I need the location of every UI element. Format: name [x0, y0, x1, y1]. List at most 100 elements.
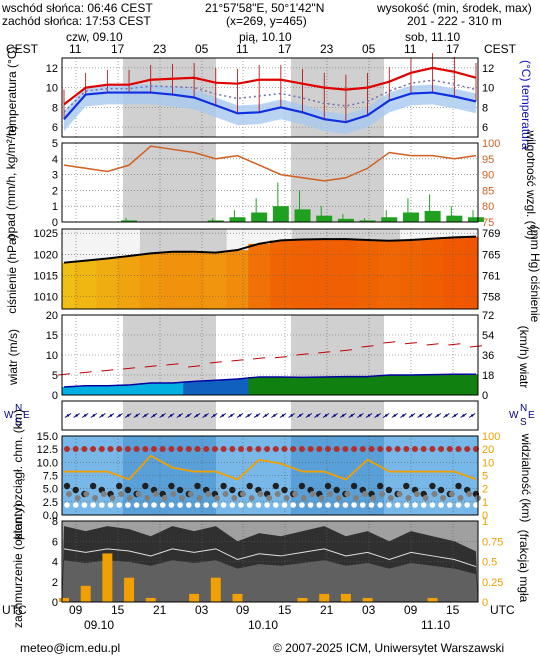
tz-right-top: CEST: [484, 42, 517, 56]
cloud-base-dot: [438, 502, 444, 508]
top-hour-label: 11: [236, 42, 249, 56]
wind-gust-mark: [361, 345, 374, 348]
wind-direction-dot: [299, 414, 302, 417]
top-hour-label: 23: [320, 42, 334, 56]
cloud-top-dot: [325, 446, 331, 452]
pressure-sky: [291, 229, 314, 240]
wind-direction-dot: [152, 414, 156, 417]
cloud-layer-dot: [100, 491, 107, 497]
cloud-base-dot: [447, 502, 453, 508]
cloud-layer-dot: [240, 491, 246, 497]
wind-direction-dot: [135, 414, 138, 417]
clouds-tick-left: 5.0: [43, 484, 58, 496]
wind-direction-dot: [402, 414, 405, 417]
fog-tick-right: 0: [482, 597, 488, 609]
wind-speed-column: [400, 375, 423, 395]
cloud-layer-dot: [370, 495, 377, 501]
visibility-tick-right: 1: [482, 497, 488, 509]
cloud-layer-dot: [324, 482, 332, 490]
cloud-base-dot: [142, 502, 149, 508]
cloud-base-dot: [290, 502, 297, 508]
cloud-layer-dot: [135, 491, 142, 497]
bottom-hour-label: 15: [111, 603, 125, 617]
cloud-base-dot: [420, 502, 427, 508]
cloud-top-dot: [385, 446, 392, 452]
cloud-layer-dot: [257, 491, 264, 497]
cloud-layer-dot: [353, 495, 360, 501]
cover-tick-left: 6: [52, 536, 58, 548]
wind-speed-column: [335, 376, 358, 395]
cloud-layer-dot: [466, 491, 473, 497]
cloud-top-dot: [177, 446, 184, 452]
cloud-base-dot: [473, 502, 479, 508]
cloud-base-dot: [333, 502, 340, 508]
wind-direction-dot: [436, 414, 439, 417]
pressure-sky: [96, 229, 119, 259]
fog-bar: [297, 597, 308, 602]
cloud-top-dot: [429, 446, 436, 452]
cloud-base-dot: [246, 502, 253, 508]
wind-direction-dot: [350, 414, 353, 417]
wind-direction-dot: [367, 414, 371, 417]
wind-speed-column: [443, 374, 466, 395]
cloud-top-dot: [446, 446, 453, 452]
wind-direction-dot: [66, 414, 70, 417]
cloud-base-dot: [194, 502, 201, 508]
precip-tick-left: 3: [52, 170, 58, 182]
pressure-tick-right: 769: [482, 228, 500, 240]
visibility-tick-right: 20: [482, 444, 494, 456]
wind-direction-dot: [385, 414, 388, 417]
date-label-1: 09.10: [84, 618, 115, 632]
compass-e-left: E: [23, 410, 30, 421]
cloud-base-dot: [186, 502, 192, 508]
wind-gust-mark: [188, 365, 201, 368]
wind-direction-dot: [462, 414, 465, 417]
cloud-layer-dot: [248, 495, 255, 501]
cloud-layer-dot: [246, 482, 253, 490]
pressure-column: [118, 255, 141, 309]
cover-tick-left: 2: [52, 577, 58, 589]
date-label-2: 10.10: [248, 618, 279, 632]
bottom-hour-label: 03: [362, 603, 376, 617]
wind-speed-column: [270, 377, 293, 395]
wind-direction-dot: [428, 414, 431, 417]
cloud-layer-dot: [220, 482, 227, 490]
wind-gust-mark: [57, 373, 71, 376]
wind-tick-right: 72: [482, 310, 494, 322]
wind-speed-column: [62, 387, 76, 395]
cloud-layer-dot: [379, 491, 386, 497]
visibility-tick-right: 5: [482, 471, 488, 483]
wind-speed-column: [465, 374, 479, 395]
cloud-base-dot: [133, 502, 140, 508]
cloud-top-dot: [472, 446, 479, 452]
pressure-column: [96, 258, 119, 309]
wind-direction-dot: [410, 414, 414, 417]
pressure-label-right: (mm Hg) ciśnienie: [528, 225, 540, 323]
precip-label-left: opad (mm/h, kg/m²/h): [4, 125, 18, 240]
fog-bar: [59, 597, 69, 602]
cloud-base-dot: [316, 502, 323, 508]
fog-bar: [80, 585, 91, 602]
precip-bar: [316, 215, 333, 222]
cloud-layer-dot: [92, 495, 99, 501]
cloud-top-dot: [394, 446, 401, 452]
dir-border: [61, 400, 479, 431]
pressure-tick-right: 758: [482, 291, 500, 303]
wind-gust-mark: [231, 359, 244, 362]
cloud-layer-dot: [109, 495, 116, 501]
wind-direction-dot: [118, 414, 121, 417]
cloud-top-dot: [342, 446, 349, 452]
cloud-base-dot: [264, 502, 270, 508]
email-link[interactable]: meteo@icm.edu.pl: [20, 641, 121, 655]
cover-tick-left: 4: [52, 557, 58, 569]
compass-n-left: N: [15, 403, 23, 414]
precip-tick-left: 5: [52, 138, 58, 150]
cloud-top-dot: [220, 446, 227, 452]
fog-bar: [319, 593, 330, 602]
wind-direction-dot: [307, 414, 310, 417]
cloud-top-dot: [194, 446, 201, 452]
wind-direction-dot: [230, 414, 233, 417]
cloud-base-dot: [386, 502, 392, 508]
cloud-layer-dot: [124, 486, 132, 494]
